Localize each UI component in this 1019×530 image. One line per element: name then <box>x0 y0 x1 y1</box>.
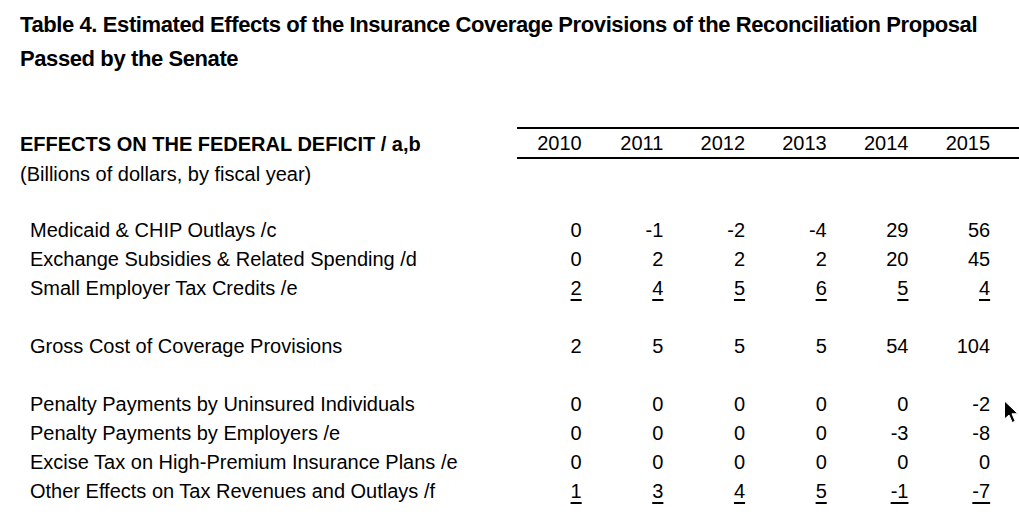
value-cell: 6 <box>745 274 827 303</box>
value-cell: 5 <box>745 332 827 361</box>
value-cell: 104 <box>908 332 990 361</box>
value-cell: 0 <box>500 390 582 419</box>
value-cell: 0 <box>908 448 990 477</box>
value-cell: -8 <box>908 419 990 448</box>
table-row: Gross Cost of Coverage Provisions 2 5 5 … <box>0 332 1019 361</box>
table-body: Medicaid & CHIP Outlays /c 0 -1 -2 -4 29… <box>0 216 1019 506</box>
row-label: Medicaid & CHIP Outlays /c <box>0 216 500 245</box>
value-cell: 0 <box>745 390 827 419</box>
value-cell: 0 <box>827 390 909 419</box>
value-cell: 0 <box>745 419 827 448</box>
table-row: Penalty Payments by Employers /e 0 0 0 0… <box>0 419 1019 448</box>
table-title-line-1: Table 4. Estimated Effects of the Insura… <box>20 8 1019 42</box>
year-header-cell: 2015 <box>908 130 990 157</box>
spacer-row <box>0 303 1019 332</box>
table-row: Penalty Payments by Uninsured Individual… <box>0 390 1019 419</box>
value-cell: 29 <box>827 216 909 245</box>
table-title: Table 4. Estimated Effects of the Insura… <box>20 8 1019 76</box>
value-cell: 0 <box>745 448 827 477</box>
value-cell: 5 <box>582 332 664 361</box>
mouse-cursor-icon <box>1003 400 1019 424</box>
value-cell: 4 <box>908 274 990 303</box>
value-cell: 5 <box>663 274 745 303</box>
spacer-row <box>0 361 1019 390</box>
table-row: Small Employer Tax Credits /e 2 4 5 6 5 … <box>0 274 1019 303</box>
value-cell: 2 <box>582 245 664 274</box>
row-label: Exchange Subsidies & Related Spending /d <box>0 245 500 274</box>
value-cell: -7 <box>908 477 990 506</box>
value-cell: 0 <box>582 448 664 477</box>
value-cell: -2 <box>663 216 745 245</box>
value-cell: 0 <box>582 419 664 448</box>
table-row: Medicaid & CHIP Outlays /c 0 -1 -2 -4 29… <box>0 216 1019 245</box>
value-cell: -1 <box>827 477 909 506</box>
value-cell: 56 <box>908 216 990 245</box>
value-cell: -2 <box>908 390 990 419</box>
value-cell: -1 <box>582 216 664 245</box>
value-cell: -3 <box>827 419 909 448</box>
table-row: Excise Tax on High-Premium Insurance Pla… <box>0 448 1019 477</box>
value-cell: 0 <box>500 419 582 448</box>
value-cell: 0 <box>663 390 745 419</box>
value-cell: 0 <box>582 390 664 419</box>
value-cell: 5 <box>745 477 827 506</box>
row-label: Small Employer Tax Credits /e <box>0 274 500 303</box>
value-cell: 0 <box>500 448 582 477</box>
table-row: Exchange Subsidies & Related Spending /d… <box>0 245 1019 274</box>
year-header-cell: 2011 <box>582 130 664 157</box>
header-rule-top <box>517 127 1019 129</box>
table-row: Other Effects on Tax Revenues and Outlay… <box>0 477 1019 506</box>
value-cell: 45 <box>908 245 990 274</box>
year-header-cell: 2014 <box>827 130 909 157</box>
value-cell: 1 <box>500 477 582 506</box>
row-label: Excise Tax on High-Premium Insurance Pla… <box>0 448 500 477</box>
row-label: Gross Cost of Coverage Provisions <box>0 332 500 361</box>
document-page: Table 4. Estimated Effects of the Insura… <box>0 0 1019 530</box>
value-cell: 5 <box>827 274 909 303</box>
section-subheader: (Billions of dollars, by fiscal year) <box>20 160 311 188</box>
value-cell: 0 <box>827 448 909 477</box>
value-cell: 3 <box>582 477 664 506</box>
value-cell: 2 <box>500 332 582 361</box>
value-cell: 0 <box>500 216 582 245</box>
value-cell: 5 <box>663 332 745 361</box>
value-cell: 2 <box>745 245 827 274</box>
row-label: Penalty Payments by Uninsured Individual… <box>0 390 500 419</box>
value-cell: 20 <box>827 245 909 274</box>
value-cell: -4 <box>745 216 827 245</box>
table-title-line-2: Passed by the Senate <box>20 42 1019 76</box>
value-cell: 2 <box>500 274 582 303</box>
year-header-spacer <box>0 130 500 157</box>
value-cell: 0 <box>500 245 582 274</box>
year-header-cell: 2013 <box>745 130 827 157</box>
value-cell: 0 <box>663 448 745 477</box>
row-label: Other Effects on Tax Revenues and Outlay… <box>0 477 500 506</box>
year-header-cell: 2012 <box>663 130 745 157</box>
year-header-row: 2010 2011 2012 2013 2014 2015 <box>0 130 1019 157</box>
value-cell: 2 <box>663 245 745 274</box>
value-cell: 54 <box>827 332 909 361</box>
year-header-cell: 2010 <box>500 130 582 157</box>
header-rule-bottom <box>517 157 1019 159</box>
value-cell: 0 <box>663 419 745 448</box>
value-cell: 4 <box>663 477 745 506</box>
row-label: Penalty Payments by Employers /e <box>0 419 500 448</box>
value-cell: 4 <box>582 274 664 303</box>
